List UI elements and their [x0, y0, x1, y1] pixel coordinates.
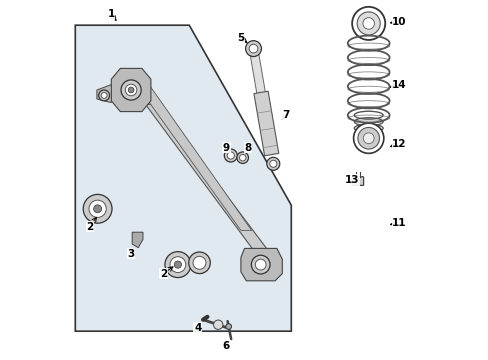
Circle shape [363, 133, 373, 144]
Circle shape [255, 259, 265, 270]
FancyBboxPatch shape [351, 177, 363, 185]
Circle shape [128, 87, 134, 93]
Circle shape [224, 149, 237, 162]
Circle shape [353, 123, 383, 153]
Circle shape [164, 252, 190, 278]
Text: 8: 8 [244, 143, 251, 153]
Text: 9: 9 [223, 143, 229, 153]
Circle shape [245, 41, 261, 57]
Circle shape [357, 127, 379, 149]
Circle shape [248, 44, 257, 53]
Circle shape [362, 18, 374, 29]
Circle shape [356, 12, 380, 35]
Circle shape [101, 93, 107, 98]
Circle shape [251, 255, 269, 274]
Circle shape [121, 80, 141, 100]
Text: 2: 2 [86, 222, 93, 232]
Text: 5: 5 [237, 33, 244, 43]
Circle shape [266, 157, 279, 170]
Polygon shape [253, 91, 278, 156]
Text: 14: 14 [391, 80, 406, 90]
Circle shape [99, 90, 109, 101]
Polygon shape [145, 104, 267, 250]
Circle shape [174, 261, 181, 268]
Circle shape [269, 160, 276, 167]
Circle shape [237, 152, 248, 163]
Text: 3: 3 [127, 249, 135, 259]
Polygon shape [249, 48, 265, 98]
Polygon shape [75, 25, 291, 331]
Text: 6: 6 [223, 341, 230, 351]
Polygon shape [132, 232, 142, 248]
Polygon shape [241, 248, 282, 281]
Text: 2: 2 [160, 269, 167, 279]
Text: 11: 11 [391, 218, 406, 228]
Circle shape [94, 205, 102, 213]
Circle shape [351, 7, 385, 40]
Text: 1: 1 [107, 9, 115, 19]
Circle shape [227, 152, 234, 159]
Polygon shape [127, 72, 251, 230]
Circle shape [89, 200, 106, 217]
Text: 12: 12 [391, 139, 406, 149]
Circle shape [213, 320, 223, 329]
Circle shape [188, 252, 210, 274]
Circle shape [225, 324, 231, 329]
Polygon shape [111, 68, 151, 112]
Circle shape [239, 154, 245, 161]
Circle shape [83, 194, 112, 223]
Text: 10: 10 [391, 17, 406, 27]
Text: 13: 13 [345, 175, 359, 185]
Circle shape [170, 257, 185, 273]
Circle shape [193, 256, 205, 269]
Polygon shape [97, 85, 111, 103]
Text: 4: 4 [194, 323, 201, 333]
Circle shape [125, 84, 137, 96]
Text: 7: 7 [282, 110, 289, 120]
